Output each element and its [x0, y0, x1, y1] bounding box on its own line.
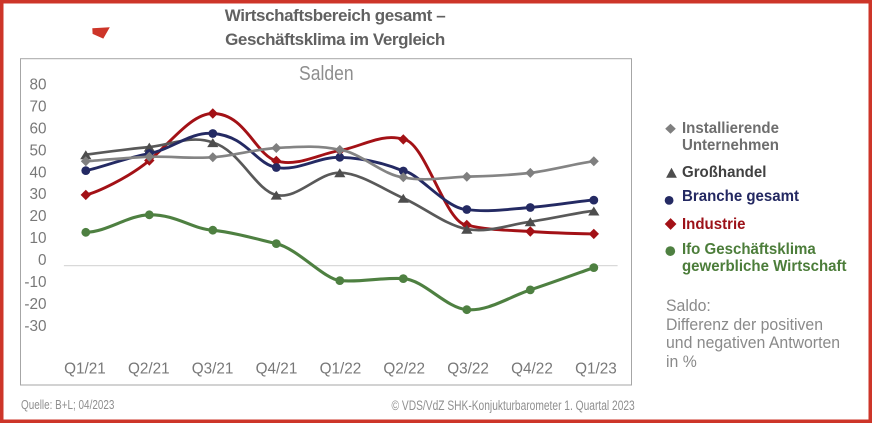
svg-text:Salden: Salden — [299, 63, 354, 85]
svg-text:-20: -20 — [24, 296, 46, 313]
svg-text:40: 40 — [29, 164, 46, 181]
svg-text:60: 60 — [29, 120, 46, 137]
svg-text:Q2/22: Q2/22 — [383, 360, 425, 377]
svg-text:0: 0 — [38, 252, 47, 269]
svg-text:Q1/23: Q1/23 — [575, 360, 617, 377]
svg-text:Q1/21: Q1/21 — [64, 360, 106, 377]
svg-text:80: 80 — [29, 76, 46, 93]
svg-text:70: 70 — [29, 98, 46, 115]
svg-text:Q3/22: Q3/22 — [447, 360, 489, 377]
svg-text:10: 10 — [29, 230, 46, 247]
svg-text:-10: -10 — [24, 274, 46, 291]
svg-text:Q4/22: Q4/22 — [511, 360, 553, 377]
svg-text:Q3/21: Q3/21 — [192, 360, 234, 377]
svg-text:-30: -30 — [24, 318, 46, 335]
svg-text:30: 30 — [29, 186, 46, 203]
svg-text:Q2/21: Q2/21 — [128, 360, 170, 377]
svg-text:50: 50 — [29, 142, 46, 159]
svg-text:20: 20 — [29, 208, 46, 225]
svg-text:Q1/22: Q1/22 — [320, 360, 362, 377]
svg-text:Q4/21: Q4/21 — [256, 360, 298, 377]
